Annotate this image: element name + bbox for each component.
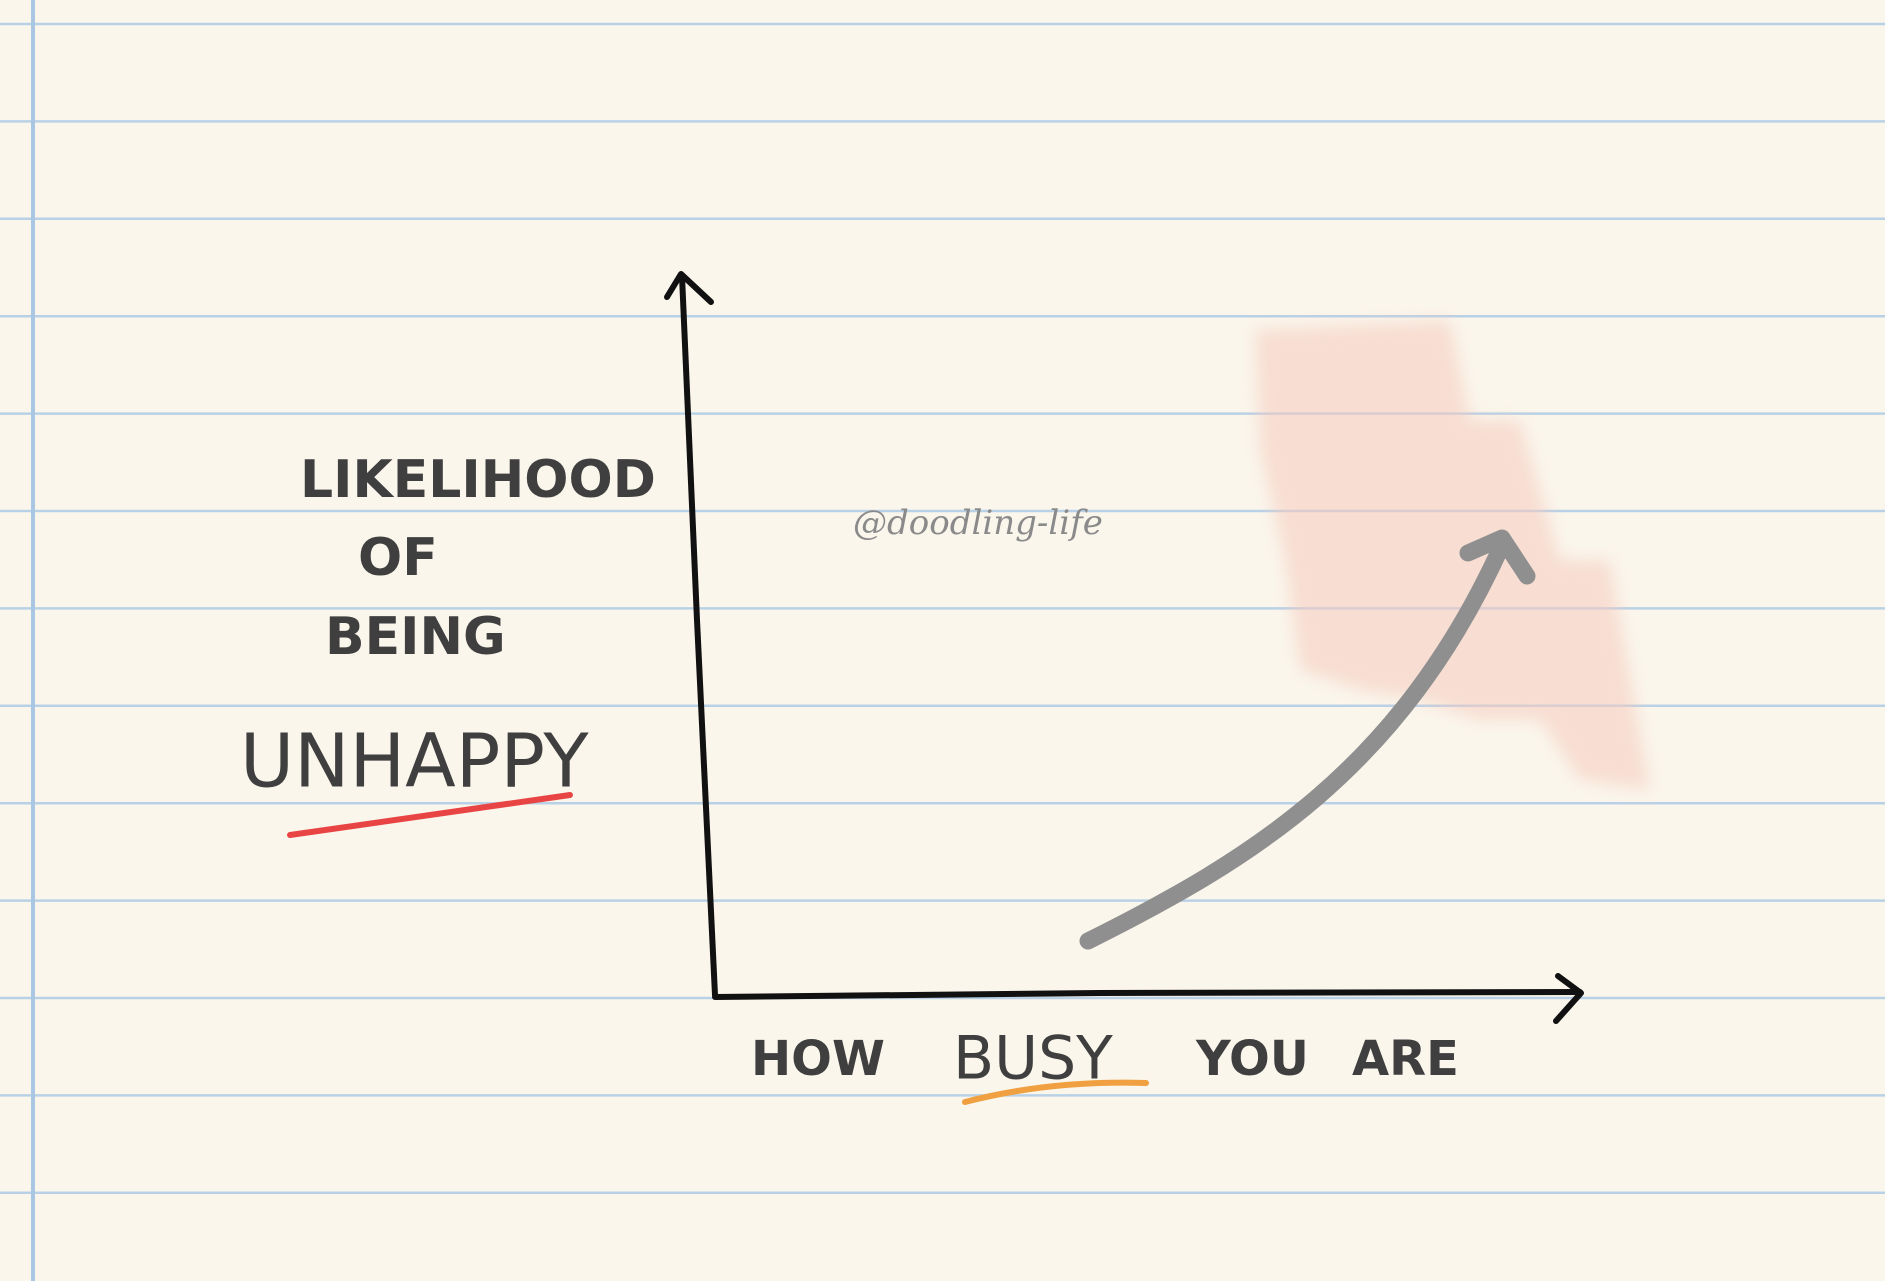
- watermark: @doodling-life: [853, 503, 1103, 543]
- x-label-word: HOW: [751, 1031, 885, 1087]
- red-underline: [287, 792, 573, 838]
- trend-curve: [1079, 536, 1511, 950]
- orange-underline: [962, 1079, 1149, 1105]
- ruled-lines: [0, 22, 1885, 1195]
- highlight-scribble: [1255, 320, 1650, 790]
- y-axis-arrowhead: [664, 271, 714, 305]
- x-axis-arrowhead: [1553, 973, 1584, 1024]
- y-axis: [679, 273, 718, 998]
- y-label-line: LIKELIHOOD: [300, 450, 656, 510]
- y-label-line: OF: [358, 528, 438, 588]
- x-label-word: YOU: [1195, 1031, 1309, 1087]
- x-axis: [712, 989, 1583, 1000]
- y-label-emphasis: UNHAPPY: [240, 719, 589, 805]
- y-label-line: BEING: [325, 607, 506, 667]
- trend-arrowhead: [1459, 529, 1536, 585]
- x-label-word: ARE: [1352, 1031, 1459, 1087]
